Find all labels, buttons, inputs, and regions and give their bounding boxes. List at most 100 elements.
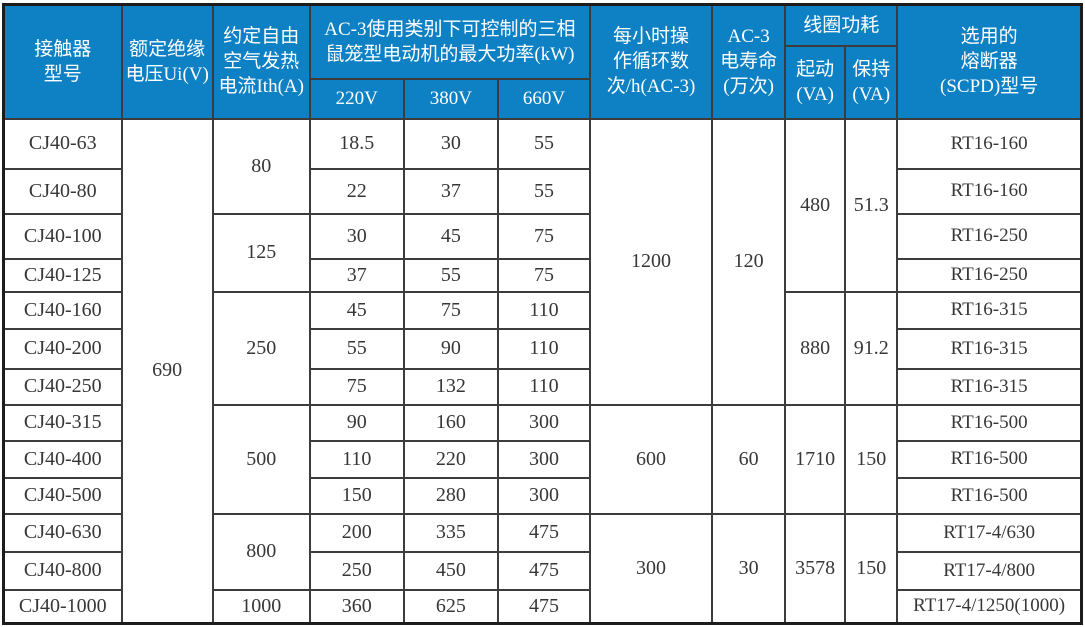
cell-thermal-current: 500 [211,403,311,515]
cell-model: CJ40-250 [2,367,123,406]
cell-power-380v: 220 [402,439,499,479]
cell-power-220v: 55 [308,327,405,370]
cell-coil-hold: 91.2 [844,290,899,406]
cell-model: CJ40-500 [2,476,123,515]
cell-power-220v: 22 [308,167,405,215]
cell-thermal-current: 250 [211,290,311,406]
cell-power-660v: 110 [496,367,591,406]
cell-operating-cycles: 300 [588,512,714,625]
cell-power-660v: 300 [496,403,591,442]
cell-power-660v: 55 [496,167,591,215]
cell-model: CJ40-1000 [2,588,123,625]
table-row: CJ40-80 22 37 55 RT16-160 [2,167,1083,215]
cell-thermal-current: 800 [211,512,311,591]
cell-coil-hold: 150 [844,512,899,625]
cell-power-220v: 150 [308,476,405,515]
table-row: CJ40-630 800 200 335 475 300 30 3578 150… [2,512,1083,625]
table-row: CJ40-125 37 55 75 RT16-250 [2,257,1083,293]
cell-operating-cycles: 1200 [588,117,714,406]
cell-thermal-current: 125 [211,212,311,293]
cell-electrical-life: 60 [711,403,787,515]
cell-coil-start: 480 [784,117,847,293]
cell-model: CJ40-100 [2,212,123,260]
cell-operating-cycles: 600 [588,403,714,515]
header-thermal-current: 约定自由 空气发热 电流Ith(A) [211,3,311,120]
cell-power-660v: 75 [496,212,591,260]
cell-power-380v: 280 [402,476,499,515]
cell-coil-start: 1710 [784,403,847,515]
cell-power-380v: 30 [402,117,499,170]
cell-power-660v: 75 [496,257,591,293]
cell-fuse: RT16-500 [896,439,1083,479]
cell-power-660v: 475 [496,550,591,591]
cell-fuse: RT17-4/630 [896,512,1083,553]
header-electrical-life: AC-3 电寿命 (万次) [711,3,787,120]
cell-power-660v: 55 [496,117,591,170]
cell-power-380v: 75 [402,290,499,330]
cell-fuse: RT16-315 [896,290,1083,330]
cell-power-220v: 30 [308,212,405,260]
cell-power-220v: 110 [308,439,405,479]
cell-power-660v: 110 [496,327,591,370]
table-row: CJ40-400 110 220 300 RT16-500 [2,439,1083,479]
header-row: 起动 (VA) 保持 (VA) [4,44,1082,120]
header-660v: 660V [496,77,591,120]
cell-model: CJ40-63 [2,117,123,170]
cell-power-380v: 160 [402,403,499,442]
table-row: CJ40-250 75 132 110 RT16-315 [2,367,1083,406]
cell-thermal-current: 80 [211,117,311,215]
table-row: CJ40-63 690 80 18.5 30 55 1200 120 480 5… [2,117,1083,625]
header-contactor-model: 接触器 型号 [2,3,123,120]
cell-power-380v: 37 [402,167,499,215]
cell-fuse: RT16-315 [896,327,1083,370]
header-row: 220V 380V 660V [4,77,1082,120]
cell-power-220v: 200 [308,512,405,553]
table-body: CJ40-63 690 80 18.5 30 55 1200 120 480 5… [2,117,1083,625]
cell-fuse: RT17-4/800 [896,550,1083,591]
header-fuse-type: 选用的 熔断器 (SCPD)型号 [896,3,1083,120]
cell-fuse: RT16-160 [896,167,1083,215]
cell-power-220v: 75 [308,367,405,406]
table-row: CJ40-200 55 90 110 RT16-315 [2,327,1083,370]
cell-fuse: RT16-250 [896,212,1083,260]
cell-model: CJ40-125 [2,257,123,293]
header-coil-start-va: 起动 (VA) [784,44,847,120]
header-380v: 380V [402,77,499,120]
table-row: CJ40-800 250 450 475 RT17-4/800 [2,550,1083,591]
cell-insulation-voltage: 690 [120,117,214,625]
cell-power-380v: 90 [402,327,499,370]
header-ac3-max-power: AC-3使用类别下可控制的三相 鼠笼型电动机的最大功率(kW) [308,3,591,80]
cell-power-660v: 475 [496,512,591,553]
cell-coil-hold: 150 [844,403,899,515]
cell-power-220v: 18.5 [308,117,405,170]
cell-fuse: RT16-250 [896,257,1083,293]
header-coil-hold-va: 保持 (VA) [844,44,899,120]
table-header: 接触器 型号 额定绝缘 电压Ui(V) 约定自由 空气发热 电流Ith(A) A… [2,3,1083,120]
cell-fuse: RT16-500 [896,403,1083,442]
header-220v: 220V [308,77,405,120]
cell-fuse: RT16-500 [896,476,1083,515]
cell-power-660v: 300 [496,476,591,515]
cell-power-380v: 335 [402,512,499,553]
cell-coil-hold: 51.3 [844,117,899,293]
cell-model: CJ40-160 [2,290,123,330]
table-row: CJ40-500 150 280 300 RT16-500 [2,476,1083,515]
cell-power-380v: 45 [402,212,499,260]
cell-fuse: RT16-160 [896,117,1083,170]
cell-power-660v: 110 [496,290,591,330]
cell-power-220v: 360 [308,588,405,625]
cell-power-220v: 90 [308,403,405,442]
cell-coil-start: 880 [784,290,847,406]
cell-power-380v: 450 [402,550,499,591]
cell-fuse: RT17-4/1250(1000) [896,588,1083,625]
cell-power-380v: 132 [402,367,499,406]
table-row: CJ40-160 250 45 75 110 880 91.2 RT16-315 [2,290,1083,406]
contactor-spec-table: 接触器 型号 额定绝缘 电压Ui(V) 约定自由 空气发热 电流Ith(A) A… [2,3,1083,625]
cell-coil-start: 3578 [784,512,847,625]
cell-model: CJ40-80 [2,167,123,215]
header-operating-cycles: 每小时操 作循环数 次/h(AC-3) [588,3,714,120]
table-row: CJ40-100 125 30 45 75 RT16-250 [2,212,1083,293]
table-row: CJ40-1000 1000 360 625 475 RT17-4/1250(1… [2,588,1083,625]
cell-model: CJ40-400 [2,439,123,479]
